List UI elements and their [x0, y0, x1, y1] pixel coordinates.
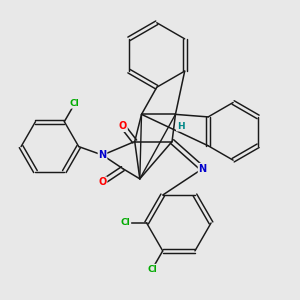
Text: N: N [199, 164, 207, 174]
Text: Cl: Cl [70, 99, 80, 108]
Text: Cl: Cl [121, 218, 130, 227]
Text: O: O [119, 121, 127, 131]
Text: Cl: Cl [147, 265, 157, 274]
Text: N: N [98, 150, 106, 160]
Text: H: H [177, 122, 184, 131]
Text: O: O [98, 177, 106, 187]
